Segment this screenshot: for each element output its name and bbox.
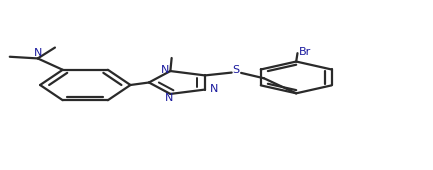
Text: Br: Br — [299, 47, 311, 57]
Text: N: N — [33, 48, 42, 58]
Text: N: N — [161, 65, 169, 75]
Text: N: N — [210, 84, 218, 94]
Text: N: N — [165, 93, 174, 103]
Text: S: S — [233, 65, 239, 75]
